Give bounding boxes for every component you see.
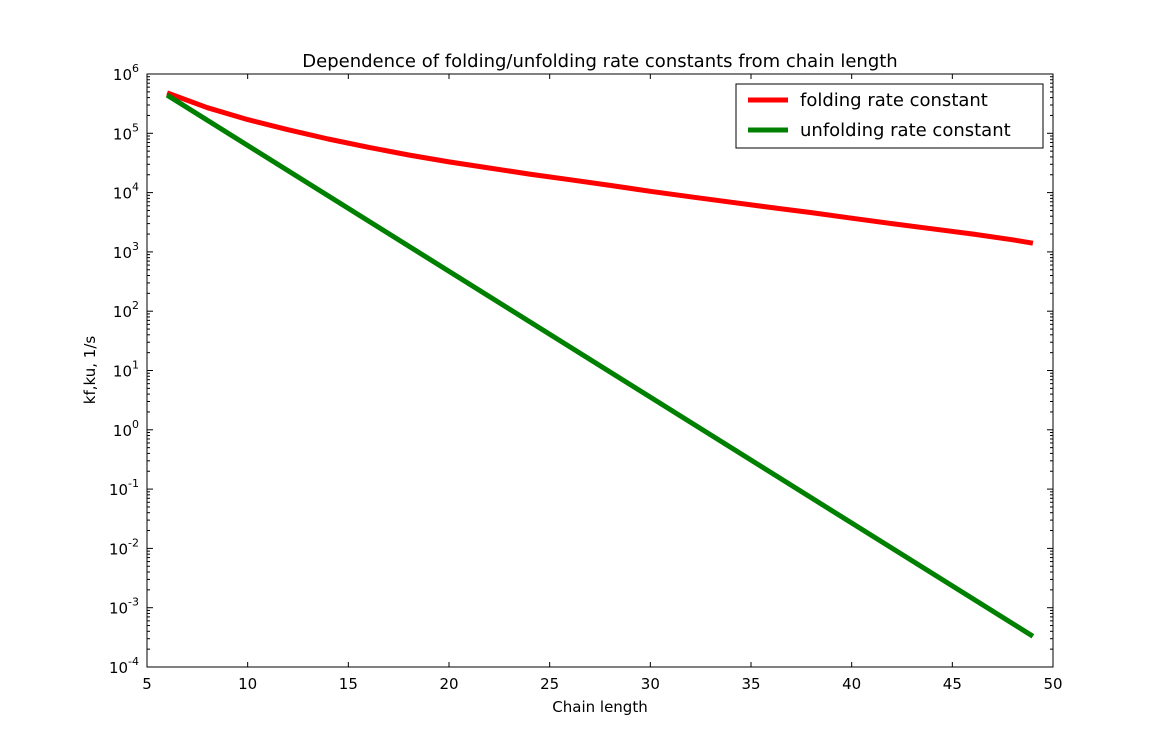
x-tick-label: 45 xyxy=(943,675,962,693)
y-tick-label: 10-2 xyxy=(109,536,139,558)
series-line-unfolding xyxy=(165,92,1035,639)
x-tick-label: 40 xyxy=(842,675,861,693)
legend-box xyxy=(735,83,1044,149)
chart-title: Dependence of folding/unfolding rate con… xyxy=(302,51,897,72)
x-axis: 5 10 15 20 25 30 35 40 45 50 xyxy=(142,74,1063,693)
y-axis: 10-4 10-3 10-2 10-1 100 101 102 103 104 105 106 xyxy=(109,62,1053,677)
legend-label: unfolding rate constant xyxy=(800,120,1011,141)
series-line-folding xyxy=(166,90,1034,246)
y-axis-label: kf,ku, 1/s xyxy=(81,336,99,405)
x-tick-label: 5 xyxy=(142,675,152,693)
y-tick-label: 103 xyxy=(113,240,139,262)
series-layer xyxy=(165,90,1035,639)
y-tick-label: 104 xyxy=(113,181,139,203)
x-tick-label: 25 xyxy=(540,675,559,693)
y-tick-label: 10-1 xyxy=(109,477,139,499)
y-tick-label: 100 xyxy=(113,418,139,440)
x-axis-label: Chain length xyxy=(552,698,647,716)
y-tick-label: 106 xyxy=(113,62,139,84)
x-tick-label: 15 xyxy=(339,675,358,693)
plot-frame xyxy=(146,73,1054,668)
x-tick-label: 30 xyxy=(641,675,660,693)
plot-area xyxy=(146,73,1054,668)
y-tick-label: 10-3 xyxy=(109,596,139,618)
legend: folding rate constant unfolding rate cons… xyxy=(735,83,1044,149)
x-tick-label: 10 xyxy=(238,675,257,693)
x-tick-label: 20 xyxy=(439,675,458,693)
x-tick-label: 35 xyxy=(741,675,760,693)
legend-label: folding rate constant xyxy=(800,90,988,111)
y-tick-label: 10-4 xyxy=(109,655,139,677)
y-tick-label: 101 xyxy=(113,359,139,381)
y-tick-label: 105 xyxy=(113,121,139,143)
y-tick-label: 102 xyxy=(113,299,139,321)
x-tick-label: 50 xyxy=(1043,675,1062,693)
